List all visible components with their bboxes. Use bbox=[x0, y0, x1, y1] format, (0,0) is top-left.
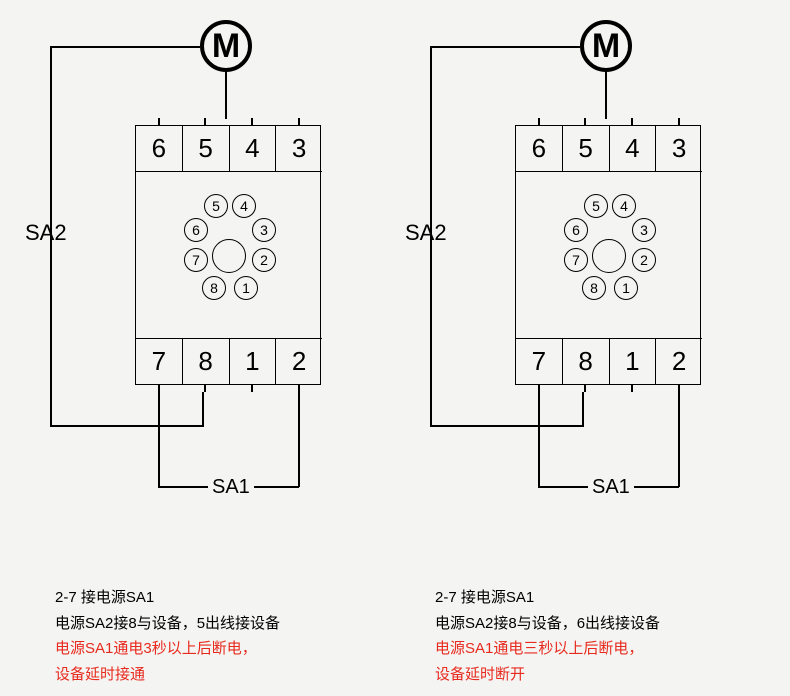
bottom-terminal-row: 7 8 1 2 bbox=[136, 338, 322, 384]
caption-line-red: 电源SA1通电三秒以上后断电， bbox=[435, 636, 775, 662]
center-hole bbox=[592, 239, 626, 273]
caption-line: 2-7 接电源SA1 bbox=[55, 585, 395, 611]
pin-7: 7 bbox=[184, 248, 208, 272]
stub bbox=[298, 118, 300, 126]
terminal-1: 1 bbox=[230, 339, 277, 384]
pin-3: 3 bbox=[252, 218, 276, 242]
stub bbox=[538, 118, 540, 126]
terminal-8: 8 bbox=[183, 339, 230, 384]
motor-label: M bbox=[592, 27, 620, 66]
top-terminal-row: 6 5 4 3 bbox=[136, 126, 322, 172]
pin-5: 5 bbox=[204, 194, 228, 218]
pin-1: 1 bbox=[614, 276, 638, 300]
motor-label: M bbox=[212, 27, 240, 66]
stub bbox=[584, 384, 586, 392]
caption-right: 2-7 接电源SA1 电源SA2接8与设备，6出线接设备 电源SA1通电三秒以上… bbox=[435, 585, 775, 687]
stub bbox=[204, 384, 206, 392]
top-terminal-row: 6 5 4 3 bbox=[516, 126, 702, 172]
pin-7: 7 bbox=[564, 248, 588, 272]
terminal-5: 5 bbox=[563, 126, 610, 171]
caption-line-red: 设备延时接通 bbox=[55, 662, 395, 688]
wire-motor-to-5 bbox=[605, 72, 607, 119]
wire-sa2-top bbox=[50, 46, 200, 48]
stub bbox=[678, 384, 680, 392]
relay-socket: 6 5 4 3 7 8 1 2 5 4 6 3 7 2 8 1 bbox=[515, 125, 701, 385]
sa1-label: SA1 bbox=[208, 476, 254, 499]
stub bbox=[678, 118, 680, 126]
motor-symbol: M bbox=[200, 20, 252, 72]
wire-sa2-top bbox=[430, 46, 580, 48]
wire-sa2-to-8 bbox=[582, 392, 584, 427]
motor-symbol: M bbox=[580, 20, 632, 72]
pin-4: 4 bbox=[612, 194, 636, 218]
pin-8: 8 bbox=[202, 276, 226, 300]
terminal-6: 6 bbox=[136, 126, 183, 171]
terminal-5: 5 bbox=[183, 126, 230, 171]
stub bbox=[158, 384, 160, 392]
stub bbox=[251, 118, 253, 126]
sa2-label: SA2 bbox=[405, 220, 447, 246]
terminal-7: 7 bbox=[516, 339, 563, 384]
sa2-label: SA2 bbox=[25, 220, 67, 246]
pin-6: 6 bbox=[184, 218, 208, 242]
stub bbox=[204, 118, 206, 126]
pin-2: 2 bbox=[252, 248, 276, 272]
terminal-8: 8 bbox=[563, 339, 610, 384]
stub bbox=[631, 118, 633, 126]
caption-line: 2-7 接电源SA1 bbox=[435, 585, 775, 611]
terminal-3: 3 bbox=[656, 126, 702, 171]
terminal-4: 4 bbox=[610, 126, 657, 171]
bottom-terminal-row: 7 8 1 2 bbox=[516, 338, 702, 384]
wire-sa1-7 bbox=[538, 392, 540, 487]
stub bbox=[298, 384, 300, 392]
terminal-4: 4 bbox=[230, 126, 277, 171]
pin-8: 8 bbox=[582, 276, 606, 300]
stub bbox=[538, 384, 540, 392]
caption-left: 2-7 接电源SA1 电源SA2接8与设备，5出线接设备 电源SA1通电3秒以上… bbox=[55, 585, 395, 687]
terminal-7: 7 bbox=[136, 339, 183, 384]
caption-line-red: 电源SA1通电3秒以上后断电， bbox=[55, 636, 395, 662]
terminal-2: 2 bbox=[656, 339, 702, 384]
wire-sa2-to-8 bbox=[202, 392, 204, 427]
wire-sa1-2 bbox=[298, 392, 300, 487]
pin-3: 3 bbox=[632, 218, 656, 242]
stub bbox=[584, 118, 586, 126]
wire-sa1-7 bbox=[158, 392, 160, 487]
pin-5: 5 bbox=[584, 194, 608, 218]
relay-socket: 6 5 4 3 7 8 1 2 5 4 6 3 7 2 8 1 bbox=[135, 125, 321, 385]
wire-sa2-bot bbox=[50, 425, 203, 427]
stub bbox=[158, 118, 160, 126]
pin-4: 4 bbox=[232, 194, 256, 218]
wire-sa1-2 bbox=[678, 392, 680, 487]
wire-sa2-bot bbox=[430, 425, 583, 427]
terminal-2: 2 bbox=[276, 339, 322, 384]
wire-motor-to-5 bbox=[225, 72, 227, 119]
stub bbox=[251, 384, 253, 392]
sa1-label: SA1 bbox=[588, 476, 634, 499]
pin-6: 6 bbox=[564, 218, 588, 242]
center-hole bbox=[212, 239, 246, 273]
terminal-3: 3 bbox=[276, 126, 322, 171]
terminal-6: 6 bbox=[516, 126, 563, 171]
pin-2: 2 bbox=[632, 248, 656, 272]
wiring-diagram-right: M SA1 SA2 6 5 4 3 7 8 1 2 5 4 6 3 bbox=[410, 20, 770, 580]
caption-line: 电源SA2接8与设备，6出线接设备 bbox=[435, 611, 775, 637]
terminal-1: 1 bbox=[610, 339, 657, 384]
pin-1: 1 bbox=[234, 276, 258, 300]
stub bbox=[631, 384, 633, 392]
wiring-diagram-left: M SA1 SA2 6 5 4 3 7 8 1 2 bbox=[30, 20, 390, 580]
caption-line: 电源SA2接8与设备，5出线接设备 bbox=[55, 611, 395, 637]
caption-line-red: 设备延时断开 bbox=[435, 662, 775, 688]
